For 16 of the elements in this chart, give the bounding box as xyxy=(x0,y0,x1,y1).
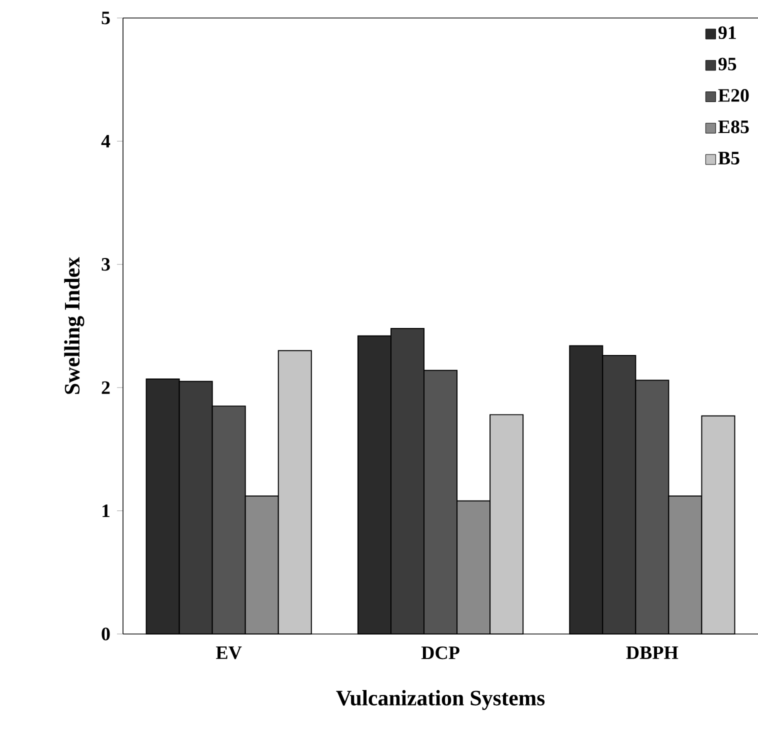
x-axis-title: Vulcanization Systems xyxy=(336,690,545,710)
y-tick-label: 0 xyxy=(102,628,110,640)
legend-label: B5 xyxy=(718,152,740,164)
x-tick-label: DCP xyxy=(421,646,460,660)
x-tick-label: DBPH xyxy=(626,646,678,659)
y-tick-label: 2 xyxy=(102,381,110,394)
x-tick-label: EV xyxy=(216,646,242,660)
y-tick-label: 5 xyxy=(102,12,110,24)
y-tick-label: 1 xyxy=(102,504,110,518)
legend-label: 91 xyxy=(718,26,736,40)
y-axis-title: Swelling Index xyxy=(64,257,84,394)
y-tick-label: 4 xyxy=(101,134,110,148)
legend-label: E20 xyxy=(718,89,749,102)
y-tick-label: 3 xyxy=(102,258,110,271)
legend-label: E85 xyxy=(718,120,749,134)
legend-label: 95 xyxy=(718,58,736,70)
